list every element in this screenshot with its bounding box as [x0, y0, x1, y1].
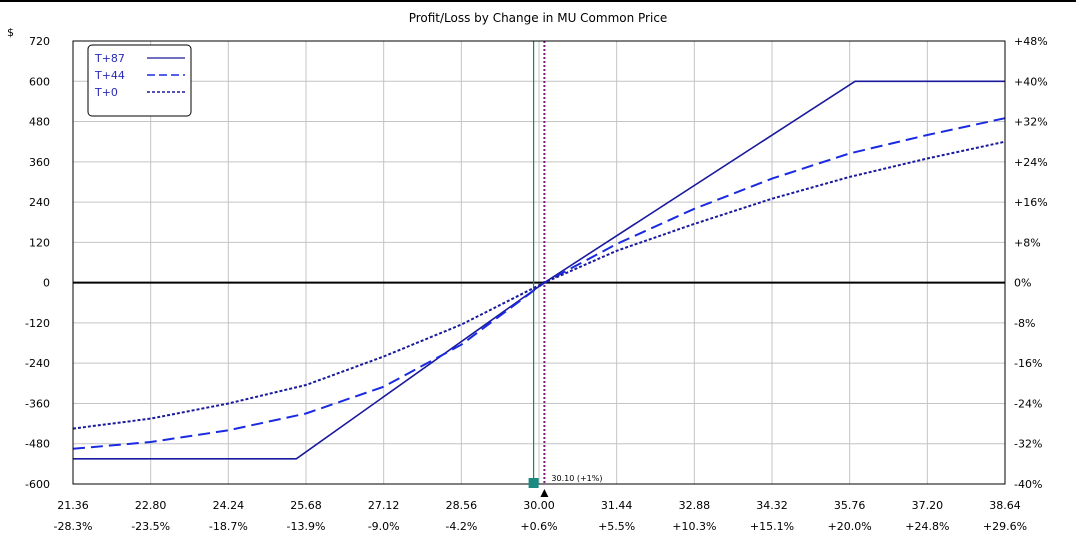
x-pct-tick-label: +5.5%	[598, 520, 635, 533]
y-tick-label: 360	[29, 156, 50, 169]
x-pct-axis-ticks: -28.3% -23.5% -18.7% -13.9% -9.0% -4.2% +0.6% +…	[54, 520, 1028, 533]
legend-entry-label: T+44	[94, 69, 125, 82]
x-pct-tick-label: +10.3%	[672, 520, 716, 533]
y-pct-tick-label: -40%	[1014, 478, 1042, 491]
y-pct-axis-ticks: +48% +40% +32% +24% +16% +8% 0% -8% -16% -24% -32%…	[1014, 35, 1048, 491]
x-axis-ticks: 21.36 22.80 24.24 25.68 27.12 28.56 30.00 31.44…	[57, 499, 1021, 512]
y-axis-ticks: 720 600 480 360 240 120 0 -120 -240 -360 -480 -600	[25, 35, 50, 491]
x-pct-tick-label: -4.2%	[445, 520, 477, 533]
y-pct-tick-label: -8%	[1014, 317, 1035, 330]
x-tick-label: 34.32	[756, 499, 788, 512]
x-tick-label: 35.76	[834, 499, 866, 512]
y-pct-tick-label: +40%	[1014, 75, 1048, 88]
legend: T+87 T+44 T+0	[87, 44, 192, 117]
x-tick-label: 37.20	[912, 499, 944, 512]
series-line-t-plus-0	[72, 140, 1006, 430]
price-markers: 30.10 (+1%)	[533, 41, 602, 484]
y-pct-tick-label: +16%	[1014, 196, 1048, 209]
chart-title: Profit/Loss by Change in MU Common Price	[409, 11, 668, 25]
x-pct-tick-label: +29.6%	[983, 520, 1027, 533]
y-tick-label: -360	[25, 397, 50, 410]
y-unit-label: $	[7, 26, 14, 39]
x-tick-label: 38.64	[989, 499, 1021, 512]
legend-box	[87, 44, 192, 117]
series-group	[72, 80, 1006, 460]
current-price-label: 30.10 (+1%)	[551, 474, 602, 483]
x-tick-label: 27.12	[368, 499, 400, 512]
x-tick-label: 21.36	[57, 499, 89, 512]
y-pct-tick-label: -32%	[1014, 438, 1042, 451]
y-tick-label: 600	[29, 75, 50, 88]
x-tick-label: 24.24	[213, 499, 245, 512]
y-tick-label: 0	[43, 277, 50, 290]
y-tick-label: -600	[25, 478, 50, 491]
plot-border	[72, 40, 1006, 485]
y-tick-label: -120	[25, 317, 50, 330]
x-tick-label: 32.88	[679, 499, 711, 512]
x-pct-tick-label: -18.7%	[209, 520, 248, 533]
axis-markers	[528, 478, 549, 497]
current-price-marker	[540, 489, 549, 497]
x-pct-tick-label: -13.9%	[287, 520, 326, 533]
reference-marker	[528, 478, 539, 488]
y-pct-tick-label: -16%	[1014, 357, 1042, 370]
y-pct-tick-label: -24%	[1014, 397, 1042, 410]
y-tick-label: 120	[29, 236, 50, 249]
y-pct-tick-label: +32%	[1014, 116, 1048, 129]
legend-entry-label: T+87	[94, 52, 125, 65]
y-tick-label: -480	[25, 438, 50, 451]
y-pct-tick-label: +48%	[1014, 35, 1048, 48]
x-tick-label: 22.80	[135, 499, 167, 512]
y-pct-tick-label: +8%	[1014, 236, 1041, 249]
x-pct-tick-label: -9.0%	[368, 520, 400, 533]
x-tick-label: 25.68	[290, 499, 322, 512]
grid	[72, 40, 1006, 485]
x-pct-tick-label: -28.3%	[54, 520, 93, 533]
y-tick-label: 240	[29, 196, 50, 209]
x-tick-label: 30.00	[523, 499, 555, 512]
legend-entry-label: T+0	[94, 86, 118, 99]
x-tick-label: 28.56	[446, 499, 478, 512]
y-tick-label: 720	[29, 35, 50, 48]
y-pct-tick-label: 0%	[1014, 277, 1031, 290]
x-pct-tick-label: +20.0%	[828, 520, 872, 533]
x-pct-tick-label: +0.6%	[520, 520, 557, 533]
x-pct-tick-label: -23.5%	[131, 520, 170, 533]
y-tick-label: 480	[29, 116, 50, 129]
x-pct-tick-label: +15.1%	[750, 520, 794, 533]
y-pct-tick-label: +24%	[1014, 156, 1048, 169]
x-tick-label: 31.44	[601, 499, 633, 512]
y-tick-label: -240	[25, 357, 50, 370]
x-pct-tick-label: +24.8%	[905, 520, 949, 533]
